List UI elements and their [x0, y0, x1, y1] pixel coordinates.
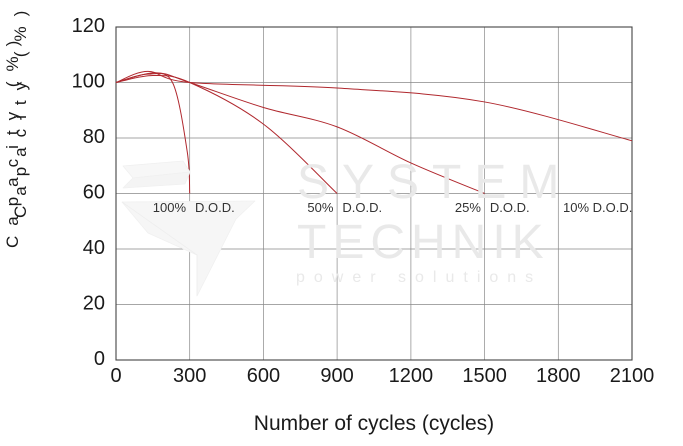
svg-text:D.O.D.: D.O.D.	[490, 200, 530, 215]
svg-text:600: 600	[247, 365, 280, 387]
svg-text:20: 20	[83, 293, 105, 315]
svg-text:1200: 1200	[389, 365, 434, 387]
svg-text:SYSTEM: SYSTEM	[297, 156, 572, 209]
svg-text:900: 900	[320, 365, 353, 387]
svg-text:120: 120	[72, 15, 105, 37]
svg-text:D.O.D.: D.O.D.	[195, 200, 235, 215]
svg-text:1800: 1800	[536, 365, 581, 387]
svg-text:50%: 50%	[307, 200, 333, 215]
svg-text:D.O.D.: D.O.D.	[342, 200, 382, 215]
svg-text:2100: 2100	[610, 365, 655, 387]
svg-text:0: 0	[94, 348, 105, 370]
svg-text:Number of cycles (cycles): Number of cycles (cycles)	[254, 412, 494, 435]
svg-text:25%: 25%	[455, 200, 481, 215]
svg-text:10% D.O.D.: 10% D.O.D.	[563, 200, 632, 215]
svg-text:80: 80	[83, 126, 105, 148]
svg-text:Capacity (%): Capacity (%)	[11, 1, 30, 218]
svg-text:TECHNIK: TECHNIK	[297, 216, 550, 269]
svg-text:300: 300	[173, 365, 206, 387]
svg-text:100: 100	[72, 71, 105, 93]
svg-text:60: 60	[83, 182, 105, 204]
svg-text:100%: 100%	[153, 200, 187, 215]
svg-text:power solutions: power solutions	[296, 269, 542, 286]
svg-text:0: 0	[110, 365, 121, 387]
svg-text:1500: 1500	[462, 365, 507, 387]
svg-text:40: 40	[83, 237, 105, 259]
